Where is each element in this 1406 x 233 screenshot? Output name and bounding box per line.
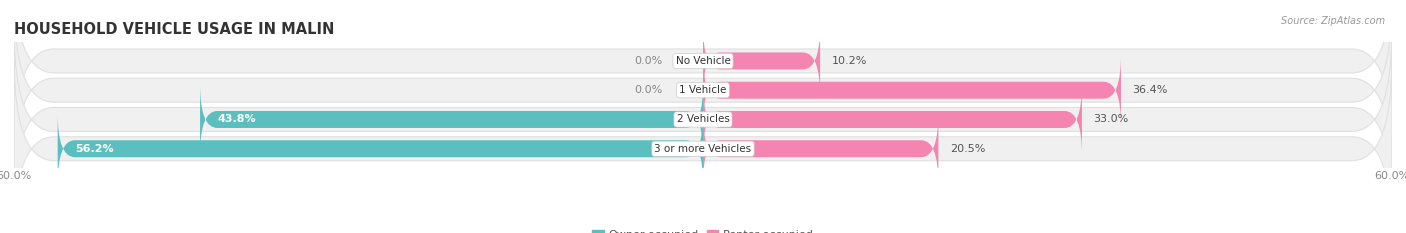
FancyBboxPatch shape bbox=[703, 113, 938, 184]
Text: 10.2%: 10.2% bbox=[831, 56, 868, 66]
Text: Source: ZipAtlas.com: Source: ZipAtlas.com bbox=[1281, 16, 1385, 26]
Text: 2 Vehicles: 2 Vehicles bbox=[676, 114, 730, 124]
Text: HOUSEHOLD VEHICLE USAGE IN MALIN: HOUSEHOLD VEHICLE USAGE IN MALIN bbox=[14, 22, 335, 37]
Legend: Owner-occupied, Renter-occupied: Owner-occupied, Renter-occupied bbox=[592, 230, 814, 233]
Text: 36.4%: 36.4% bbox=[1132, 85, 1168, 95]
FancyBboxPatch shape bbox=[14, 0, 1392, 181]
Text: 20.5%: 20.5% bbox=[950, 144, 986, 154]
FancyBboxPatch shape bbox=[703, 84, 1083, 155]
FancyBboxPatch shape bbox=[200, 84, 703, 155]
Text: 0.0%: 0.0% bbox=[634, 85, 662, 95]
FancyBboxPatch shape bbox=[14, 58, 1392, 233]
FancyBboxPatch shape bbox=[703, 55, 1121, 126]
FancyBboxPatch shape bbox=[58, 113, 703, 184]
Text: 43.8%: 43.8% bbox=[218, 114, 256, 124]
FancyBboxPatch shape bbox=[14, 29, 1392, 210]
FancyBboxPatch shape bbox=[703, 26, 820, 96]
Text: 3 or more Vehicles: 3 or more Vehicles bbox=[654, 144, 752, 154]
Text: 33.0%: 33.0% bbox=[1094, 114, 1129, 124]
Text: 0.0%: 0.0% bbox=[634, 56, 662, 66]
Text: 1 Vehicle: 1 Vehicle bbox=[679, 85, 727, 95]
Text: 56.2%: 56.2% bbox=[75, 144, 114, 154]
FancyBboxPatch shape bbox=[14, 0, 1392, 151]
Text: No Vehicle: No Vehicle bbox=[675, 56, 731, 66]
